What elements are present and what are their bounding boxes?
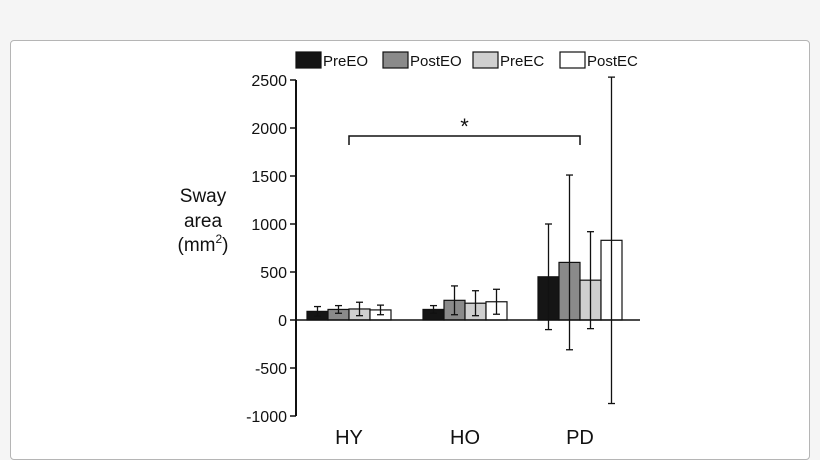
x-category-label: HY [335, 427, 363, 449]
y-axis: 2500 2000 1500 1000 500 0 -500 -1000 [246, 73, 297, 426]
y-axis-label-line3: (mm2) [178, 232, 229, 256]
legend-label-PostEC: PostEC [587, 53, 638, 70]
y-tick-label: -500 [255, 361, 287, 378]
legend-swatch-PostEC [559, 51, 586, 69]
y-tick-label: 2000 [251, 121, 287, 138]
significance-star: * [460, 114, 469, 139]
legend-label-PostEO: PostEO [410, 53, 462, 70]
x-category-label: PD [566, 427, 594, 449]
legend-swatch-PreEO [295, 51, 322, 69]
y-axis-label-line2: area [184, 211, 222, 232]
y-tick-label: 2500 [251, 73, 287, 90]
legend: PreEO PostEO PreEC PostEC [295, 51, 638, 70]
y-tick-label: 1000 [251, 217, 287, 234]
y-tick-label: -1000 [246, 409, 287, 426]
y-tick-label: 1500 [251, 169, 287, 186]
y-tick-label: 0 [278, 313, 287, 330]
legend-swatch-PostEO [382, 51, 409, 69]
x-category-label: HO [450, 427, 480, 449]
bars [306, 76, 623, 405]
chart-frame [10, 40, 810, 460]
significance-bracket [348, 135, 581, 145]
legend-label-PreEO: PreEO [323, 53, 368, 70]
legend-label-PreEC: PreEC [500, 53, 544, 70]
y-axis-label-line1: Sway [180, 186, 227, 207]
legend-swatch-PreEC [472, 51, 499, 69]
y-tick-label: 500 [260, 265, 287, 282]
significance-annotation: * [348, 114, 581, 145]
x-axis: HY HO PD [296, 319, 640, 449]
